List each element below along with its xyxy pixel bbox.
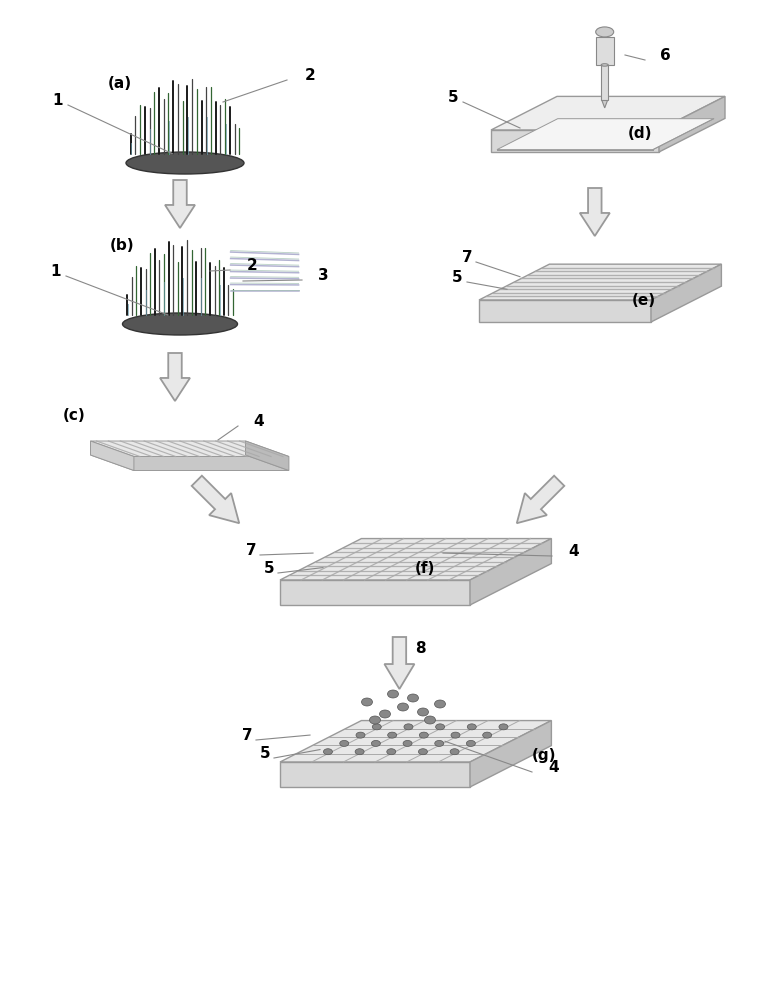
Polygon shape	[191, 476, 239, 523]
Ellipse shape	[482, 732, 492, 738]
Polygon shape	[580, 188, 610, 236]
Text: 2: 2	[247, 258, 258, 273]
Text: 1: 1	[52, 93, 63, 108]
Ellipse shape	[123, 313, 238, 335]
Polygon shape	[384, 637, 415, 689]
Polygon shape	[165, 180, 195, 228]
Text: 3: 3	[318, 268, 329, 283]
Ellipse shape	[388, 690, 398, 698]
Text: (d): (d)	[628, 126, 652, 141]
Ellipse shape	[370, 716, 381, 724]
Ellipse shape	[372, 724, 381, 730]
Ellipse shape	[388, 732, 397, 738]
Ellipse shape	[418, 749, 428, 755]
Text: 4: 4	[568, 544, 579, 559]
Ellipse shape	[126, 152, 244, 174]
Text: 7: 7	[242, 728, 252, 743]
Text: 5: 5	[448, 90, 459, 105]
Ellipse shape	[371, 740, 381, 746]
Ellipse shape	[398, 703, 408, 711]
Ellipse shape	[323, 749, 333, 755]
Text: (c): (c)	[63, 408, 86, 423]
Polygon shape	[470, 721, 551, 787]
Polygon shape	[90, 441, 134, 471]
Ellipse shape	[467, 724, 476, 730]
Ellipse shape	[419, 732, 428, 738]
Ellipse shape	[387, 749, 396, 755]
Text: 4: 4	[253, 414, 263, 429]
Polygon shape	[479, 300, 651, 322]
Polygon shape	[245, 441, 289, 471]
Text: 2: 2	[305, 68, 316, 83]
Ellipse shape	[403, 740, 412, 746]
Polygon shape	[601, 100, 608, 108]
Text: 7: 7	[246, 543, 256, 558]
Ellipse shape	[361, 698, 373, 706]
Ellipse shape	[355, 749, 364, 755]
Polygon shape	[659, 96, 725, 152]
Polygon shape	[280, 721, 551, 762]
Text: 4: 4	[548, 760, 559, 775]
Polygon shape	[280, 539, 551, 580]
Text: (f): (f)	[415, 561, 435, 576]
Ellipse shape	[404, 724, 413, 730]
Polygon shape	[280, 580, 470, 605]
Polygon shape	[479, 264, 721, 300]
Polygon shape	[90, 441, 289, 456]
Ellipse shape	[435, 740, 444, 746]
Polygon shape	[491, 96, 725, 130]
Polygon shape	[160, 353, 190, 401]
Ellipse shape	[466, 740, 476, 746]
Polygon shape	[470, 539, 551, 605]
Ellipse shape	[499, 724, 508, 730]
Text: 5: 5	[264, 561, 275, 576]
Ellipse shape	[596, 27, 614, 37]
Polygon shape	[601, 65, 608, 100]
Text: 8: 8	[415, 641, 426, 656]
Polygon shape	[651, 264, 721, 322]
Ellipse shape	[356, 732, 365, 738]
Polygon shape	[90, 455, 289, 471]
Ellipse shape	[450, 749, 459, 755]
Polygon shape	[497, 119, 714, 150]
Ellipse shape	[425, 716, 435, 724]
Ellipse shape	[418, 708, 428, 716]
Text: (a): (a)	[108, 76, 132, 91]
Text: (e): (e)	[632, 293, 656, 308]
Polygon shape	[280, 762, 470, 787]
Polygon shape	[516, 476, 564, 523]
Text: (g): (g)	[532, 748, 557, 763]
Polygon shape	[596, 37, 614, 65]
Polygon shape	[491, 130, 659, 152]
Text: (b): (b)	[110, 238, 134, 253]
Text: 1: 1	[50, 264, 60, 279]
Text: 7: 7	[462, 250, 472, 265]
Text: 5: 5	[452, 270, 462, 285]
Ellipse shape	[435, 700, 445, 708]
Text: 6: 6	[660, 48, 671, 63]
Ellipse shape	[340, 740, 349, 746]
Ellipse shape	[451, 732, 460, 738]
Text: 5: 5	[260, 746, 271, 761]
Ellipse shape	[435, 724, 445, 730]
Ellipse shape	[380, 710, 391, 718]
Ellipse shape	[408, 694, 418, 702]
Ellipse shape	[601, 64, 608, 66]
